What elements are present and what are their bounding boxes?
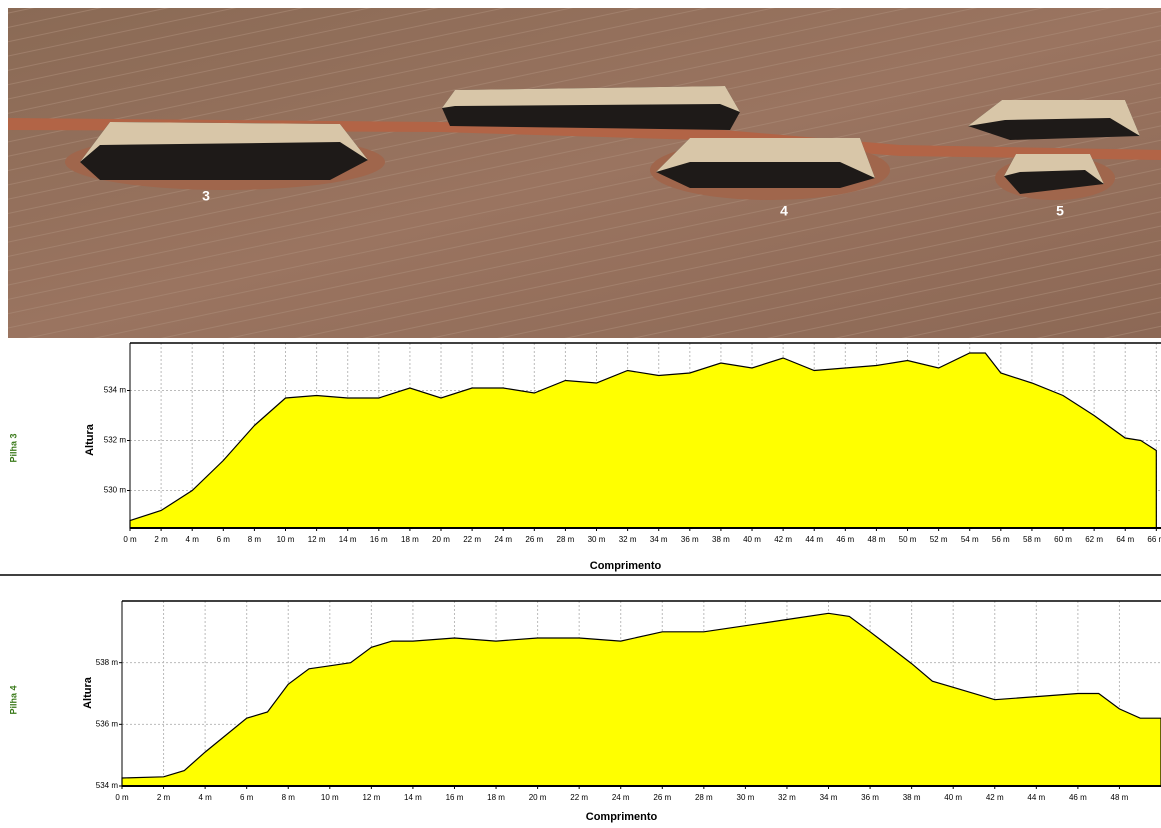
x-tick-label: 6 m [240,793,254,802]
x-tick-label: 48 m [868,535,886,544]
y-axis-label: Altura [82,676,94,709]
x-tick-label: 24 m [494,535,512,544]
side-label: Pilha 3 [8,433,18,462]
x-tick-label: 28 m [557,535,575,544]
x-tick-label: 50 m [899,535,917,544]
y-tick-label: 536 m [96,719,119,728]
x-tick-label: 30 m [737,793,755,802]
x-tick-label: 20 m [529,793,547,802]
x-tick-label: 22 m [463,535,481,544]
y-tick-label: 530 m [104,486,127,495]
x-tick-label: 26 m [653,793,671,802]
x-tick-label: 26 m [525,535,543,544]
x-tick-label: 10 m [321,793,339,802]
page: 3 4 5 0 m 2 m 4 m 6 m 8 m 10 m 12 m 14 m 16 m 18 … [0,0,1161,828]
y-tick-label: 538 m [96,658,119,667]
x-tick-label: 14 m [404,793,422,802]
x-tick-label: 22 m [570,793,588,802]
x-tick-label: 44 m [805,535,823,544]
x-tick-label: 62 m [1085,535,1103,544]
x-tick-label: 18 m [401,535,419,544]
x-tick-label: 32 m [619,535,637,544]
x-tick-label: 24 m [612,793,630,802]
x-tick-label: 48 m [1111,793,1129,802]
y-tick-label: 534 m [96,781,119,790]
x-axis-label: Comprimento [586,811,658,823]
x-tick-label: 44 m [1027,793,1045,802]
x-tick-label: 38 m [712,535,730,544]
aerial-photo: 3 4 5 [8,8,1161,338]
x-tick-label: 36 m [681,535,699,544]
x-tick-label: 36 m [861,793,879,802]
pile-label: 3 [202,188,210,204]
wood-pile [656,138,875,188]
x-tick-label: 66 m [1147,535,1161,544]
x-tick-label: 0 m [123,535,137,544]
x-tick-label: 28 m [695,793,713,802]
wood-pile [80,122,368,180]
x-tick-label: 42 m [986,793,1004,802]
x-tick-label: 32 m [778,793,796,802]
y-tick-label: 532 m [104,436,127,445]
side-label: Pilha 4 [8,685,18,714]
x-tick-label: 10 m [277,535,295,544]
x-tick-label: 38 m [903,793,921,802]
x-tick-label: 64 m [1116,535,1134,544]
x-tick-label: 12 m [308,535,326,544]
x-axis-label: Comprimento [590,560,662,572]
x-tick-label: 4 m [186,535,200,544]
y-tick-label: 534 m [104,386,127,395]
x-tick-label: 20 m [432,535,450,544]
x-tick-label: 42 m [774,535,792,544]
x-tick-label: 8 m [282,793,296,802]
pile-label: 4 [780,203,788,219]
x-tick-label: 34 m [650,535,668,544]
x-tick-label: 16 m [370,535,388,544]
x-tick-label: 40 m [944,793,962,802]
x-tick-label: 54 m [961,535,979,544]
pile-label: 5 [1056,203,1064,219]
x-tick-label: 34 m [820,793,838,802]
x-tick-label: 2 m [154,535,168,544]
x-tick-label: 60 m [1054,535,1072,544]
wood-pile [442,86,740,130]
x-tick-label: 0 m [115,793,129,802]
x-tick-label: 18 m [487,793,505,802]
x-tick-label: 30 m [588,535,606,544]
y-axis-label: Altura [84,423,96,456]
x-tick-label: 56 m [992,535,1010,544]
x-tick-label: 4 m [198,793,212,802]
x-tick-label: 14 m [339,535,357,544]
x-tick-label: 8 m [248,535,262,544]
x-tick-label: 16 m [446,793,464,802]
x-tick-label: 2 m [157,793,171,802]
x-tick-label: 12 m [362,793,380,802]
x-tick-label: 46 m [1069,793,1087,802]
x-tick-label: 58 m [1023,535,1041,544]
x-tick-label: 46 m [836,535,854,544]
x-tick-label: 6 m [217,535,231,544]
x-tick-label: 52 m [930,535,948,544]
x-tick-label: 40 m [743,535,761,544]
